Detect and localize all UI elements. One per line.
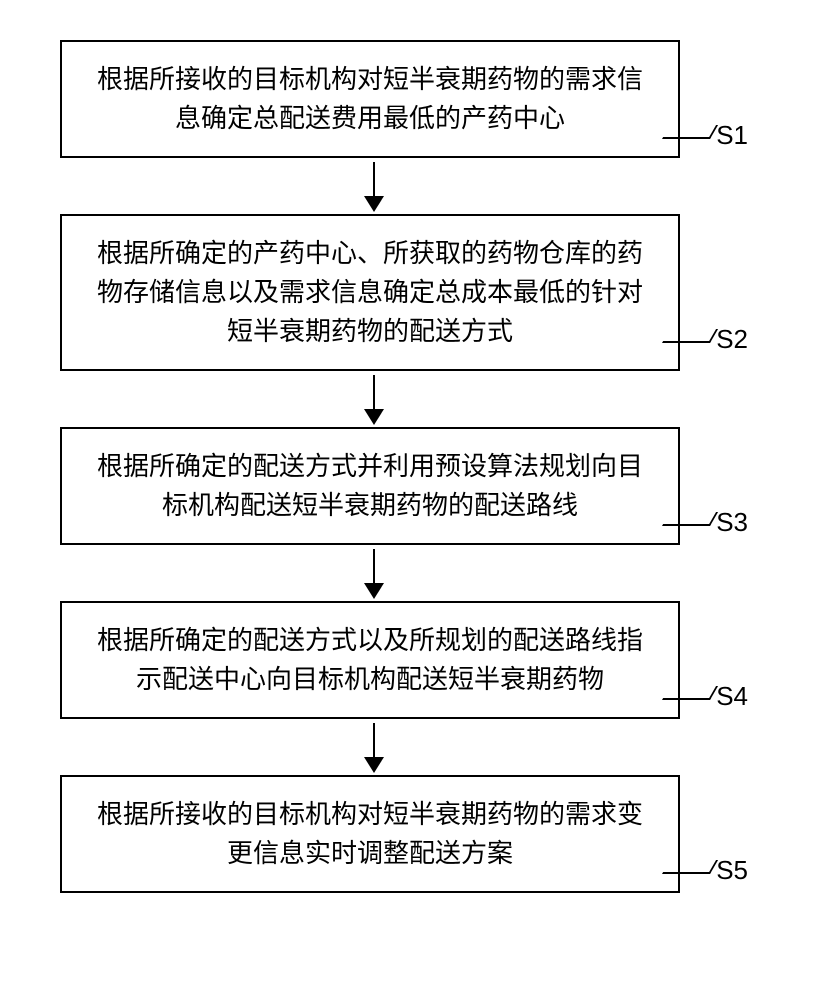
step-5-label: S5 <box>716 855 748 886</box>
step-1-box: 根据所接收的目标机构对短半衰期药物的需求信息确定总配送费用最低的产药中心 <box>60 40 680 158</box>
step-1-text: 根据所接收的目标机构对短半衰期药物的需求信息确定总配送费用最低的产药中心 <box>97 64 643 133</box>
label-line-icon <box>662 329 718 343</box>
step-4-label-wrapper: S4 <box>662 669 748 700</box>
step-1-label-wrapper: S1 <box>662 108 748 139</box>
step-4-text: 根据所确定的配送方式以及所规划的配送路线指示配送中心向目标机构配送短半衰期药物 <box>97 625 643 694</box>
step-4-container: 根据所确定的配送方式以及所规划的配送路线指示配送中心向目标机构配送短半衰期药物 … <box>60 601 768 719</box>
step-4-label: S4 <box>716 681 748 712</box>
label-line-icon <box>662 125 718 139</box>
step-3-label: S3 <box>716 507 748 538</box>
flowchart-container: 根据所接收的目标机构对短半衰期药物的需求信息确定总配送费用最低的产药中心 S1 … <box>60 40 768 893</box>
step-2-label-wrapper: S2 <box>662 312 748 343</box>
step-2-label: S2 <box>716 324 748 355</box>
step-1-container: 根据所接收的目标机构对短半衰期药物的需求信息确定总配送费用最低的产药中心 S1 <box>60 40 768 158</box>
label-line-icon <box>662 686 718 700</box>
step-2-box: 根据所确定的产药中心、所获取的药物仓库的药物存储信息以及需求信息确定总成本最低的… <box>60 214 680 371</box>
step-3-container: 根据所确定的配送方式并利用预设算法规划向目标机构配送短半衰期药物的配送路线 S3 <box>60 427 768 545</box>
arrow-icon <box>373 723 375 771</box>
step-1-label: S1 <box>716 120 748 151</box>
step-3-text: 根据所确定的配送方式并利用预设算法规划向目标机构配送短半衰期药物的配送路线 <box>97 451 643 520</box>
step-2-text: 根据所确定的产药中心、所获取的药物仓库的药物存储信息以及需求信息确定总成本最低的… <box>97 238 643 346</box>
step-3-label-wrapper: S3 <box>662 495 748 526</box>
arrow-icon <box>373 549 375 597</box>
step-2-container: 根据所确定的产药中心、所获取的药物仓库的药物存储信息以及需求信息确定总成本最低的… <box>60 214 768 371</box>
step-3-box: 根据所确定的配送方式并利用预设算法规划向目标机构配送短半衰期药物的配送路线 <box>60 427 680 545</box>
label-line-icon <box>662 860 718 874</box>
step-5-container: 根据所接收的目标机构对短半衰期药物的需求变更信息实时调整配送方案 S5 <box>60 775 768 893</box>
arrow-icon <box>373 375 375 423</box>
step-4-box: 根据所确定的配送方式以及所规划的配送路线指示配送中心向目标机构配送短半衰期药物 <box>60 601 680 719</box>
step-5-text: 根据所接收的目标机构对短半衰期药物的需求变更信息实时调整配送方案 <box>97 799 643 868</box>
step-5-box: 根据所接收的目标机构对短半衰期药物的需求变更信息实时调整配送方案 <box>60 775 680 893</box>
step-5-label-wrapper: S5 <box>662 843 748 874</box>
label-line-icon <box>662 512 718 526</box>
arrow-icon <box>373 162 375 210</box>
